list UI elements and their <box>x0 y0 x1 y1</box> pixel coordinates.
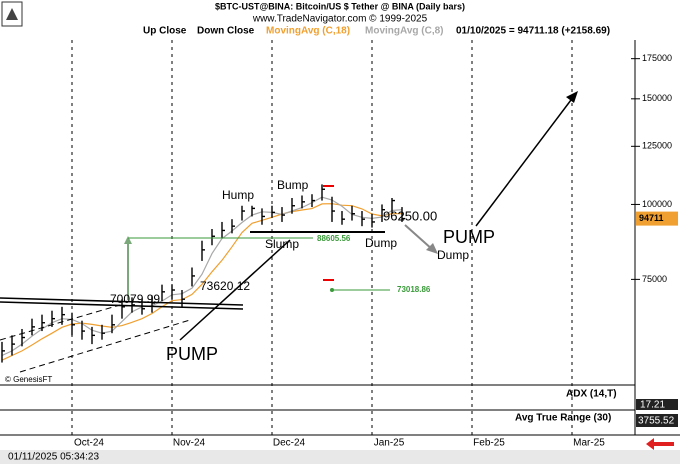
panel-value: 3755.52 <box>638 416 675 427</box>
value-box <box>636 399 678 410</box>
panel-label: Avg True Range (30) <box>515 413 611 424</box>
arrow-head <box>566 91 578 103</box>
x-tick-label: Nov-24 <box>173 438 206 449</box>
y-tick-label: 175000 <box>642 53 672 63</box>
y-tick-label: 100000 <box>642 199 672 209</box>
last-price-box <box>636 211 678 226</box>
y-tick-label: 150000 <box>642 93 672 103</box>
chart-title: $BTC-UST@BINA: Bitcoin/US $ Tether @ BIN… <box>215 1 465 11</box>
arrow-line <box>475 95 575 227</box>
copyright: © GenesisFT <box>5 375 52 384</box>
moving-average <box>1 203 402 361</box>
legend-entry: MovingAvg (C,18) <box>266 26 350 37</box>
y-tick-label: 75000 <box>642 274 667 284</box>
chart-subtitle: www.TradeNavigator.com © 1999-2025 <box>252 14 428 25</box>
x-tick-label: Mar-25 <box>573 438 605 449</box>
annotation: Dump <box>365 236 397 250</box>
timestamp: 01/11/2025 05:34:23 <box>8 452 99 463</box>
annotation: PUMP <box>443 227 495 247</box>
trend-line <box>179 239 291 341</box>
scroll-arrow[interactable] <box>646 438 674 450</box>
legend-entry: MovingAvg (C,8) <box>365 26 444 37</box>
status-bar <box>0 450 680 464</box>
x-tick-label: Jan-25 <box>374 438 405 449</box>
x-tick-label: Feb-25 <box>473 438 505 449</box>
drawings <box>0 91 578 373</box>
annotation: Bump <box>277 178 309 192</box>
quote: 01/10/2025 = 94711.18 (+2158.69) <box>456 26 610 37</box>
annotation: 88605.56 <box>317 234 351 243</box>
y-tick-label: 125000 <box>642 141 672 151</box>
annotation: 73620.12 <box>200 279 250 293</box>
annotation: Dump <box>437 248 469 262</box>
panel-value: 17.21 <box>640 400 665 411</box>
value-box <box>636 414 678 427</box>
moving-average <box>1 196 403 357</box>
annotation: PUMP <box>166 344 218 364</box>
menu-icon-glyph <box>6 8 18 20</box>
annotation: 70079.99 <box>110 292 160 306</box>
annotation: Slump <box>265 237 299 251</box>
annotation: Hump <box>222 188 254 202</box>
x-tick-label: Oct-24 <box>74 438 104 449</box>
channel-line <box>0 304 121 341</box>
target-dot <box>330 288 334 292</box>
trend-line <box>0 301 244 310</box>
x-tick-label: Dec-24 <box>273 438 306 449</box>
arrow-head <box>124 236 132 244</box>
legend-entry: Up Close <box>143 26 187 37</box>
annotation: 96250.00 <box>383 208 437 223</box>
trend-line <box>0 297 244 306</box>
panel-label: ADX (14,T) <box>566 389 617 400</box>
legend-entry: Down Close <box>197 26 255 37</box>
last-price-label: 94711 <box>639 213 664 223</box>
annotation: 73018.86 <box>397 285 431 294</box>
arrow-line <box>404 224 434 251</box>
arrow-head <box>426 243 438 254</box>
